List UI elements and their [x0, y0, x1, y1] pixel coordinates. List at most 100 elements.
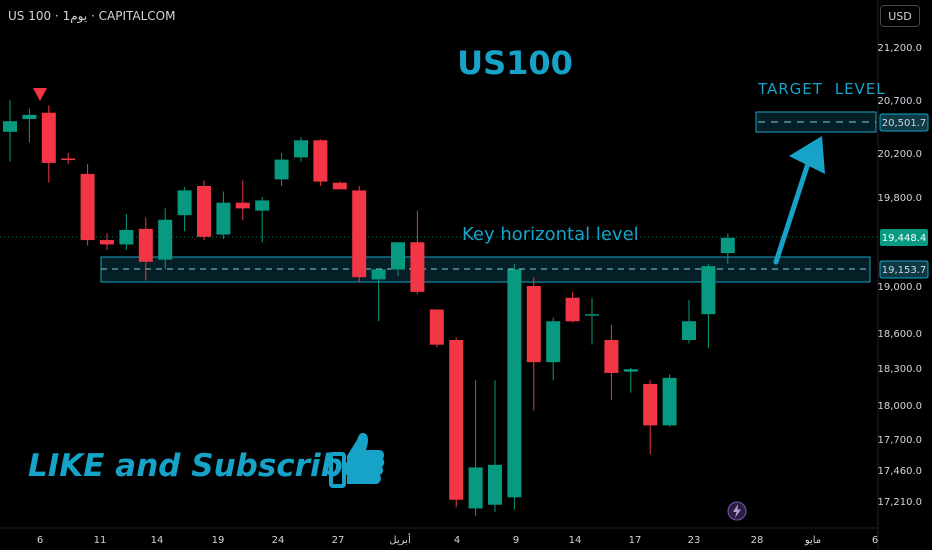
svg-text:19,448.4: 19,448.4 — [882, 233, 927, 244]
symbol-info[interactable]: US 100 · 1يوم · CAPITALCOM — [8, 9, 176, 23]
y-tick-label: 21,200.0 — [877, 43, 922, 54]
lightning-icon[interactable] — [727, 501, 747, 521]
candle-body — [546, 321, 561, 363]
candle — [22, 108, 37, 143]
candle — [80, 164, 95, 246]
target-level-label: TARGET LEVEL — [758, 80, 886, 98]
candle-body — [22, 114, 37, 120]
candle-body — [61, 158, 76, 160]
candle — [100, 233, 114, 250]
candle-body — [294, 140, 308, 158]
y-tick-label: 18,600.0 — [877, 329, 922, 340]
x-tick-label: 11 — [94, 535, 107, 546]
candle-body — [255, 200, 270, 211]
candle — [235, 180, 250, 220]
candle — [138, 217, 153, 281]
candle-body — [158, 219, 173, 260]
candle-body — [488, 464, 502, 505]
candle — [526, 277, 541, 411]
candle — [391, 242, 405, 277]
candle — [158, 208, 173, 270]
candle — [662, 374, 677, 427]
candle — [61, 153, 76, 164]
candle-body — [662, 377, 677, 426]
candle — [720, 233, 735, 264]
candle — [313, 139, 328, 186]
candle-body — [80, 173, 95, 241]
candle-body — [449, 340, 464, 500]
candle-body — [429, 309, 444, 345]
candle-body — [3, 121, 17, 132]
candle — [507, 263, 522, 510]
candle — [410, 210, 425, 295]
candle-body — [643, 384, 658, 426]
candle-body — [623, 369, 638, 372]
candle — [274, 153, 289, 186]
y-tick-label: 17,460.0 — [877, 466, 922, 477]
candle-body — [371, 269, 386, 280]
candle-body — [507, 269, 522, 498]
candle-body — [565, 297, 580, 322]
x-tick-label: مايو — [804, 535, 821, 546]
y-tick-label: 20,700.0 — [877, 96, 922, 107]
current-price-label: 19,448.4 — [880, 229, 928, 246]
candle — [197, 180, 211, 241]
x-tick-label: 17 — [629, 535, 642, 546]
y-tick-label: 20,200.0 — [877, 149, 922, 160]
candle — [352, 186, 367, 283]
candle — [371, 268, 386, 322]
candle — [643, 380, 658, 455]
candle — [565, 291, 580, 323]
candle — [216, 191, 231, 239]
x-tick-label: 9 — [513, 535, 519, 546]
x-tick-label: 23 — [688, 535, 701, 546]
thumbs-up-icon — [329, 432, 385, 488]
candle — [682, 300, 696, 344]
svg-text:19,153.7: 19,153.7 — [882, 265, 927, 276]
x-tick-label: 6 — [37, 535, 43, 546]
arrow-up-icon — [773, 136, 825, 265]
candle-body — [410, 242, 425, 292]
candle — [294, 137, 308, 162]
candle-body — [119, 229, 134, 245]
x-tick-label: 14 — [569, 535, 582, 546]
candle-body — [526, 286, 541, 363]
candle — [255, 197, 270, 243]
x-tick-label: 14 — [151, 535, 164, 546]
target-price-label: 20,501.7 — [879, 113, 929, 132]
candle-body — [468, 467, 483, 509]
candle-body — [391, 242, 405, 270]
candle-body — [197, 186, 211, 237]
candle-body — [100, 240, 114, 245]
triangle-down-icon — [33, 88, 47, 101]
candle — [623, 368, 638, 393]
y-tick-label: 18,000.0 — [877, 401, 922, 412]
candle — [604, 324, 619, 401]
svg-text:20,501.7: 20,501.7 — [882, 118, 927, 129]
candle-body — [235, 202, 250, 209]
candle-body — [720, 237, 735, 254]
x-tick-label: أبريل — [389, 533, 411, 546]
currency-button[interactable]: USD — [880, 5, 920, 27]
x-tick-label: 28 — [751, 535, 764, 546]
x-tick-label: 19 — [212, 535, 225, 546]
x-tick-label: 27 — [332, 535, 345, 546]
candle — [177, 187, 192, 232]
candle — [429, 309, 444, 347]
candle-body — [41, 112, 56, 163]
x-tick-label: 6 — [872, 535, 878, 546]
like-subscribe-label: LIKE and Subscribe — [28, 448, 364, 484]
candle — [488, 380, 502, 513]
y-tick-label: 19,000.0 — [877, 282, 922, 293]
candle — [3, 100, 17, 162]
x-tick-label: 24 — [272, 535, 285, 546]
key-level-label: Key horizontal level — [462, 224, 639, 245]
candle — [119, 214, 134, 250]
candle — [468, 380, 483, 516]
y-tick-label: 17,210.0 — [877, 497, 922, 508]
candle — [701, 263, 716, 349]
candle-body — [274, 159, 289, 180]
x-tick-label: 4 — [454, 535, 460, 546]
